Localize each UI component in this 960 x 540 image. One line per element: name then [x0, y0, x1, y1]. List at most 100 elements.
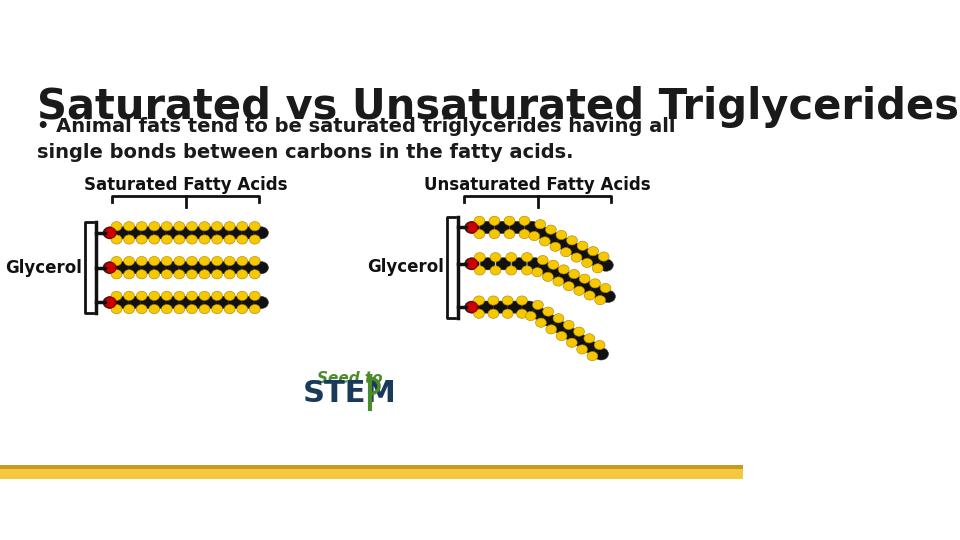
- Ellipse shape: [253, 296, 269, 308]
- Ellipse shape: [588, 254, 603, 266]
- Ellipse shape: [253, 227, 269, 239]
- Ellipse shape: [228, 296, 243, 308]
- Ellipse shape: [228, 261, 243, 274]
- Ellipse shape: [225, 305, 235, 314]
- Ellipse shape: [491, 266, 501, 275]
- Ellipse shape: [548, 260, 559, 269]
- Ellipse shape: [488, 296, 499, 305]
- Ellipse shape: [199, 305, 210, 314]
- Ellipse shape: [508, 301, 522, 313]
- Ellipse shape: [161, 235, 172, 244]
- Ellipse shape: [474, 253, 485, 262]
- Ellipse shape: [161, 305, 172, 314]
- Ellipse shape: [211, 305, 223, 314]
- Ellipse shape: [103, 261, 117, 274]
- Ellipse shape: [538, 262, 553, 274]
- Ellipse shape: [124, 305, 134, 314]
- Ellipse shape: [496, 258, 511, 270]
- Ellipse shape: [103, 296, 117, 308]
- Ellipse shape: [465, 258, 479, 270]
- Ellipse shape: [516, 309, 527, 319]
- Ellipse shape: [566, 236, 577, 245]
- Ellipse shape: [250, 235, 260, 244]
- Text: STEM: STEM: [302, 379, 396, 408]
- Text: Saturated Fatty Acids: Saturated Fatty Acids: [84, 176, 287, 194]
- Ellipse shape: [574, 327, 585, 336]
- Ellipse shape: [546, 232, 561, 244]
- Ellipse shape: [237, 305, 248, 314]
- Ellipse shape: [491, 253, 501, 262]
- Ellipse shape: [250, 291, 260, 300]
- Ellipse shape: [564, 320, 574, 329]
- Ellipse shape: [474, 216, 485, 225]
- Ellipse shape: [174, 305, 184, 314]
- Ellipse shape: [250, 269, 260, 279]
- Ellipse shape: [211, 221, 223, 231]
- Ellipse shape: [480, 258, 495, 270]
- Ellipse shape: [533, 300, 543, 309]
- Ellipse shape: [573, 334, 588, 347]
- Ellipse shape: [124, 291, 134, 300]
- Ellipse shape: [105, 262, 116, 273]
- Ellipse shape: [124, 256, 134, 266]
- Ellipse shape: [199, 269, 210, 279]
- Ellipse shape: [553, 314, 564, 323]
- Ellipse shape: [211, 269, 223, 279]
- Ellipse shape: [166, 296, 180, 308]
- Ellipse shape: [568, 269, 580, 279]
- Ellipse shape: [479, 301, 493, 313]
- Ellipse shape: [211, 256, 223, 266]
- Ellipse shape: [149, 256, 159, 266]
- Ellipse shape: [161, 256, 172, 266]
- Ellipse shape: [546, 325, 557, 334]
- Bar: [0, 465, 743, 469]
- Ellipse shape: [474, 230, 485, 239]
- Text: Glycerol: Glycerol: [6, 259, 83, 276]
- Ellipse shape: [225, 269, 235, 279]
- Ellipse shape: [111, 291, 122, 300]
- Ellipse shape: [174, 269, 184, 279]
- Ellipse shape: [204, 227, 218, 239]
- Ellipse shape: [166, 227, 180, 239]
- Ellipse shape: [465, 221, 479, 233]
- Ellipse shape: [115, 296, 131, 308]
- Ellipse shape: [225, 221, 235, 231]
- Ellipse shape: [528, 258, 542, 270]
- Ellipse shape: [154, 261, 168, 274]
- Ellipse shape: [211, 291, 223, 300]
- Ellipse shape: [149, 221, 159, 231]
- Ellipse shape: [473, 309, 485, 319]
- Ellipse shape: [136, 291, 147, 300]
- Ellipse shape: [553, 277, 564, 286]
- Ellipse shape: [174, 256, 184, 266]
- Ellipse shape: [550, 242, 561, 252]
- Ellipse shape: [502, 296, 513, 305]
- Ellipse shape: [521, 266, 533, 275]
- Ellipse shape: [204, 296, 218, 308]
- Ellipse shape: [199, 291, 210, 300]
- Ellipse shape: [191, 261, 205, 274]
- Ellipse shape: [502, 309, 513, 319]
- Ellipse shape: [577, 241, 588, 251]
- Ellipse shape: [548, 267, 564, 279]
- Ellipse shape: [161, 221, 172, 231]
- Ellipse shape: [489, 216, 500, 225]
- Ellipse shape: [488, 309, 499, 319]
- Ellipse shape: [467, 222, 478, 233]
- Ellipse shape: [506, 266, 516, 275]
- Ellipse shape: [154, 227, 168, 239]
- Ellipse shape: [592, 264, 603, 273]
- Ellipse shape: [186, 291, 198, 300]
- Ellipse shape: [111, 256, 122, 266]
- Ellipse shape: [111, 269, 122, 279]
- Ellipse shape: [111, 235, 122, 244]
- Ellipse shape: [115, 261, 131, 274]
- Ellipse shape: [465, 301, 479, 313]
- Ellipse shape: [211, 235, 223, 244]
- Ellipse shape: [149, 269, 159, 279]
- Ellipse shape: [105, 227, 116, 238]
- Ellipse shape: [186, 256, 198, 266]
- Ellipse shape: [601, 291, 615, 302]
- Ellipse shape: [237, 221, 248, 231]
- Ellipse shape: [542, 272, 553, 281]
